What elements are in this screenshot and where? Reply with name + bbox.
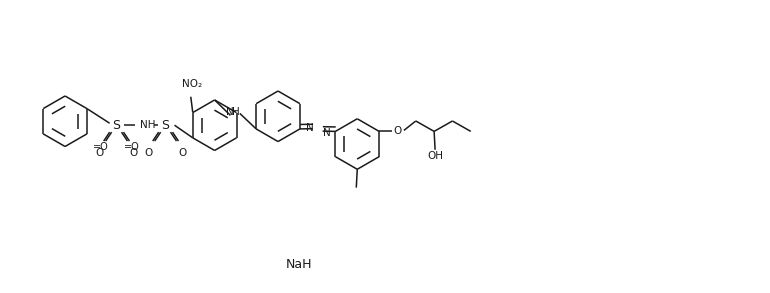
Text: O: O (144, 149, 152, 159)
Text: O: O (130, 149, 138, 159)
Text: NO₂: NO₂ (182, 79, 202, 89)
Text: OH: OH (427, 151, 444, 161)
Text: H: H (232, 107, 239, 117)
Text: =O: =O (124, 142, 140, 152)
Text: =O: =O (93, 142, 109, 152)
Text: NH: NH (140, 120, 156, 130)
Text: N: N (306, 123, 313, 133)
Text: O: O (393, 126, 402, 137)
Text: O: O (179, 149, 187, 159)
Text: NaH: NaH (286, 258, 312, 271)
Text: N: N (323, 128, 330, 138)
Text: S: S (112, 119, 121, 132)
Text: O: O (95, 149, 103, 159)
Text: S: S (162, 119, 169, 132)
Text: N: N (226, 107, 234, 117)
